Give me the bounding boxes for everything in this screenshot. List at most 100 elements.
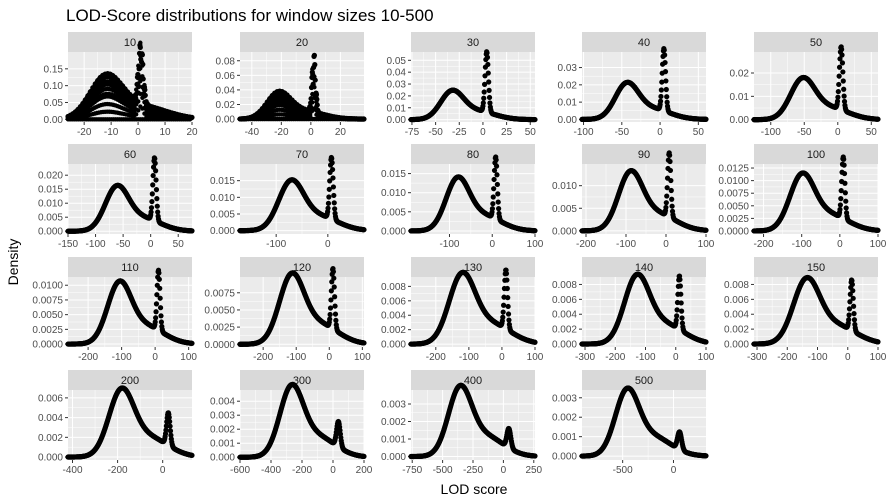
data-point bbox=[840, 78, 846, 84]
x-tick-label: 10 bbox=[159, 127, 171, 138]
data-point bbox=[314, 95, 319, 100]
x-tick-label: -100 bbox=[439, 239, 459, 250]
data-point bbox=[157, 305, 164, 311]
data-point bbox=[486, 79, 492, 85]
y-tick-label: 0.00 bbox=[387, 115, 407, 126]
x-tick-label: 0 bbox=[308, 127, 314, 138]
data-point bbox=[154, 203, 160, 209]
x-tick-label: 100 bbox=[354, 352, 371, 363]
data-point bbox=[843, 205, 849, 211]
data-point bbox=[480, 100, 486, 106]
data-point bbox=[490, 201, 496, 207]
data-point bbox=[329, 166, 336, 173]
x-tick-label: -100 bbox=[574, 127, 594, 138]
x-tick-label: -50 bbox=[615, 127, 630, 138]
data-point bbox=[662, 68, 669, 75]
x-tick-label: -50 bbox=[116, 239, 131, 250]
data-point bbox=[359, 116, 365, 122]
y-tick-label: 0.0025 bbox=[32, 325, 63, 336]
y-tick-label: 0.0000 bbox=[204, 340, 235, 351]
data-point bbox=[841, 162, 847, 168]
x-tick-label: -200 bbox=[78, 352, 98, 363]
y-tick-label: 0.0050 bbox=[32, 310, 63, 321]
data-point bbox=[491, 176, 497, 183]
facet-points bbox=[237, 52, 367, 122]
y-tick-label: 0.02 bbox=[730, 69, 750, 80]
data-point bbox=[841, 93, 847, 99]
data-point bbox=[150, 182, 156, 188]
data-point bbox=[140, 52, 145, 57]
y-tick-label: 0.010 bbox=[210, 193, 235, 204]
data-point bbox=[153, 315, 159, 321]
data-point bbox=[136, 108, 141, 113]
data-point bbox=[667, 158, 673, 165]
y-tick-label: 0.03 bbox=[558, 63, 578, 74]
data-point bbox=[153, 177, 159, 183]
x-tick-label: 20 bbox=[335, 127, 347, 138]
data-point bbox=[669, 203, 675, 209]
y-tick-label: 0.0025 bbox=[718, 214, 749, 225]
x-tick-label: -200 bbox=[576, 239, 596, 250]
y-tick-label: 0.0075 bbox=[204, 288, 235, 299]
y-tick-label: 0.006 bbox=[381, 296, 406, 307]
data-point bbox=[493, 157, 499, 163]
x-tick-label: -200 bbox=[426, 352, 446, 363]
x-tick-label: -200 bbox=[754, 239, 774, 250]
data-point bbox=[144, 99, 149, 104]
data-point bbox=[836, 64, 843, 70]
y-tick-label: 0.002 bbox=[381, 325, 406, 336]
chart-title: LOD-Score distributions for window sizes… bbox=[66, 6, 434, 25]
data-point bbox=[138, 40, 143, 45]
data-point bbox=[495, 191, 501, 197]
y-tick-label: 0.00 bbox=[44, 115, 64, 126]
y-tick-label: 0.015 bbox=[381, 169, 406, 180]
data-point bbox=[662, 52, 668, 58]
data-point bbox=[149, 191, 155, 197]
data-point bbox=[663, 86, 669, 93]
data-point bbox=[661, 47, 667, 53]
y-tick-label: 0.00 bbox=[558, 115, 578, 126]
data-point bbox=[841, 86, 847, 92]
data-point bbox=[485, 70, 491, 76]
data-point bbox=[314, 99, 319, 104]
data-point bbox=[326, 194, 332, 200]
data-point bbox=[157, 295, 163, 301]
data-point bbox=[835, 88, 841, 95]
data-point bbox=[657, 98, 664, 104]
data-point bbox=[312, 53, 317, 58]
data-point bbox=[838, 196, 844, 202]
data-point bbox=[330, 175, 336, 181]
y-tick-label: 0.010 bbox=[38, 199, 63, 210]
x-tick-label: -20 bbox=[77, 127, 92, 138]
x-tick-label: -100 bbox=[266, 239, 286, 250]
x-tick-label: 100 bbox=[870, 239, 887, 250]
x-tick-label: 100 bbox=[527, 352, 544, 363]
data-point bbox=[330, 184, 337, 190]
y-tick-label: 0.005 bbox=[210, 210, 235, 221]
data-point bbox=[325, 200, 332, 206]
data-point bbox=[187, 114, 193, 120]
y-tick-label: 0.008 bbox=[381, 282, 406, 293]
data-point bbox=[156, 270, 162, 276]
y-tick-label: 0.0050 bbox=[718, 201, 749, 212]
data-point bbox=[481, 89, 487, 95]
data-point bbox=[843, 198, 849, 204]
data-point bbox=[314, 90, 319, 96]
facet-10: 10-20 -10 0 10 200.000.050.100.15 bbox=[44, 32, 198, 138]
data-point bbox=[494, 172, 500, 178]
data-point bbox=[142, 82, 147, 88]
facet-50: 50-100 -50 0 500.000.010.02 bbox=[730, 32, 881, 138]
x-tick-label: -10 bbox=[104, 127, 119, 138]
x-tick-label: 50 bbox=[693, 127, 705, 138]
data-point bbox=[841, 156, 847, 162]
x-tick-label: -75 bbox=[405, 127, 420, 138]
y-tick-label: 0.000 bbox=[381, 340, 406, 351]
data-point bbox=[153, 168, 159, 174]
y-tick-label: 0.02 bbox=[216, 100, 236, 111]
data-point bbox=[703, 227, 709, 233]
facet-strip-label: 70 bbox=[296, 149, 308, 161]
facet-40: 40-100 -50 0 500.000.010.020.03 bbox=[558, 32, 709, 138]
data-point bbox=[837, 206, 843, 213]
